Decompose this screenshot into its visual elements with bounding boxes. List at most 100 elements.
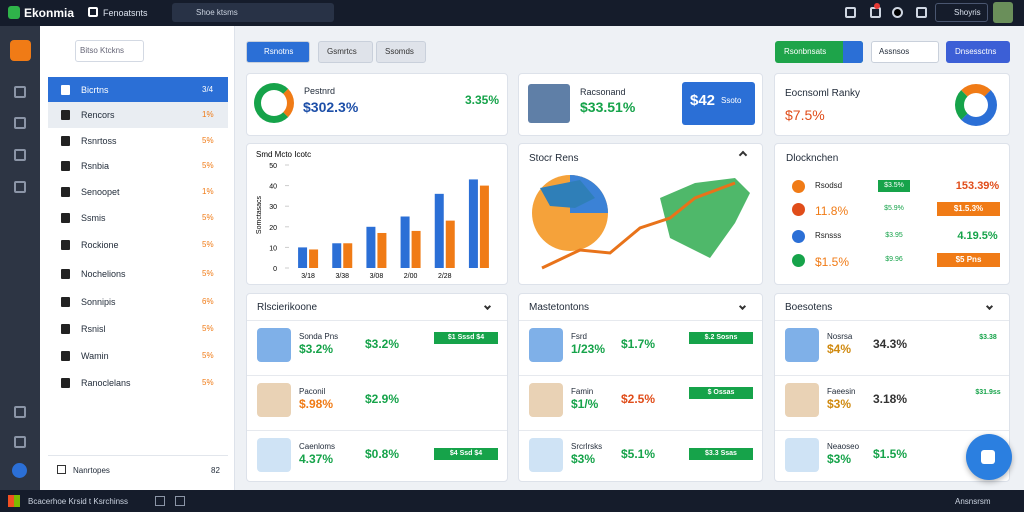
x-tick-label: 3/38: [335, 273, 349, 280]
header-icon[interactable]: [845, 7, 856, 18]
row-v2: $5.1%: [621, 447, 656, 461]
row-divider: [519, 430, 762, 431]
row-label: Neaoseo: [827, 442, 860, 451]
rail-icon[interactable]: [14, 406, 26, 418]
sidebar-value: 5%: [202, 161, 214, 170]
row-v2: 34.3%: [873, 337, 908, 351]
row-value: $1.5.3%: [937, 202, 1000, 216]
primary-button[interactable]: [775, 41, 863, 63]
land: [540, 180, 595, 208]
sidebar-value: 5%: [202, 136, 214, 145]
sidebar-footer: Nanrtopes: [73, 466, 110, 475]
row-badge: $3.3 Ssas: [689, 448, 753, 460]
start-icon[interactable]: [8, 495, 20, 507]
app-name: Ekonmia: [24, 6, 75, 20]
sidebar-icon: [61, 269, 70, 279]
avatar: [993, 2, 1013, 23]
row-label: Fsrd: [571, 332, 587, 341]
taskbar-right: Ansnsrsm: [955, 497, 991, 506]
summary-badge[interactable]: [682, 82, 755, 125]
sidebar-icon: [61, 351, 70, 361]
sidebar-value: 1%: [202, 187, 214, 196]
sidebar-icon: [61, 161, 70, 171]
workspace[interactable]: Fenoatsnts: [103, 8, 148, 18]
bar: [366, 226, 376, 268]
row-badge: $ Ossas: [689, 387, 753, 399]
summary-value: $302.3%: [303, 99, 359, 115]
primary-button-text: Rsonbnsats: [784, 47, 827, 56]
sidebar-icon: [61, 378, 70, 388]
summary-badge-text: Ssoto: [721, 96, 742, 105]
header-icon[interactable]: [916, 7, 927, 18]
toolbar-tab[interactable]: [246, 41, 310, 63]
summary-photo: [528, 84, 570, 123]
logo-icon: [8, 6, 20, 19]
toolbar-tab-text: Ssomds: [385, 47, 414, 56]
y-tick-label: 40: [269, 184, 277, 191]
x-tick-label: 3/08: [370, 273, 384, 280]
card-title: Rlscierikoone: [257, 302, 318, 313]
primary-button-addon: [843, 41, 863, 63]
sidebar-search[interactable]: [75, 40, 144, 62]
sidebar-label[interactable]: Rsnbia: [81, 161, 110, 171]
sidebar-item-bg[interactable]: [48, 77, 228, 103]
rail-icon[interactable]: [14, 436, 26, 448]
sidebar-label[interactable]: Ssmis: [81, 213, 106, 223]
row-badge: $1 Sssd $4: [434, 332, 498, 344]
x-tick-label: 3/18: [301, 273, 315, 280]
rail-icon[interactable]: [14, 117, 26, 129]
rail-icon[interactable]: [14, 86, 26, 98]
sidebar-label[interactable]: Rsnrtoss: [81, 136, 117, 146]
rail-logo[interactable]: [10, 40, 31, 61]
bar: [377, 232, 387, 268]
search-box[interactable]: [172, 3, 334, 22]
row-label: Famin: [571, 387, 594, 396]
sidebar-icon: [61, 240, 70, 250]
rail-icon[interactable]: [14, 149, 26, 161]
row-divider: [775, 375, 1009, 376]
y-tick-label: 10: [269, 245, 277, 252]
secondary-button[interactable]: [946, 41, 1010, 63]
header-icon[interactable]: [892, 7, 903, 18]
row-value: 153.39%: [955, 180, 1000, 192]
sidebar-label[interactable]: Rockione: [81, 240, 119, 250]
toolbar-tab[interactable]: [318, 41, 373, 63]
row-badge: $3.38: [979, 334, 997, 341]
sidebar-label[interactable]: Rsnisl: [81, 324, 106, 334]
card-title: Stocr Rens: [529, 153, 579, 164]
row-v2: $1.5%: [873, 447, 908, 461]
y-tick-label: 0: [273, 266, 277, 273]
account-box[interactable]: [935, 3, 988, 22]
donut: [254, 83, 294, 123]
toolbar-tab[interactable]: [376, 41, 426, 63]
bar: [479, 185, 489, 268]
summary-title: Pestnrd: [304, 86, 336, 96]
sidebar-label[interactable]: Senoopet: [81, 187, 120, 197]
rail-icon[interactable]: [14, 181, 26, 193]
rail-icon[interactable]: [12, 463, 27, 478]
row-divider: [775, 320, 1009, 321]
fab-icon: [981, 450, 995, 464]
toolbar-tab-text: Gsmrtcs: [327, 47, 357, 56]
sidebar-label[interactable]: Bicrtns: [81, 85, 109, 95]
summary-ring: [955, 84, 997, 126]
select[interactable]: [871, 41, 939, 63]
sidebar-label[interactable]: Sonnipis: [81, 297, 116, 307]
sidebar-icon: [61, 136, 70, 146]
row-label: $1.5%: [815, 255, 850, 269]
taskbar-icon[interactable]: [175, 496, 185, 506]
sidebar-item-bg[interactable]: [48, 102, 228, 128]
bar: [434, 193, 444, 268]
row-tag: $3.95: [885, 232, 903, 239]
sidebar-label[interactable]: Ranoclelans: [81, 378, 131, 388]
icon-rail: [0, 26, 40, 490]
sidebar-icon: [61, 85, 70, 95]
row-divider: [775, 430, 1009, 431]
sidebar-label[interactable]: Wamin: [81, 351, 109, 361]
sidebar-value: 5%: [202, 269, 214, 278]
sidebar-label[interactable]: Rencors: [81, 110, 115, 120]
taskbar-icon[interactable]: [155, 496, 165, 506]
sidebar-label[interactable]: Nochelions: [81, 269, 126, 279]
y-tick-label: 20: [269, 225, 277, 232]
row-v1: 1/23%: [571, 342, 606, 356]
